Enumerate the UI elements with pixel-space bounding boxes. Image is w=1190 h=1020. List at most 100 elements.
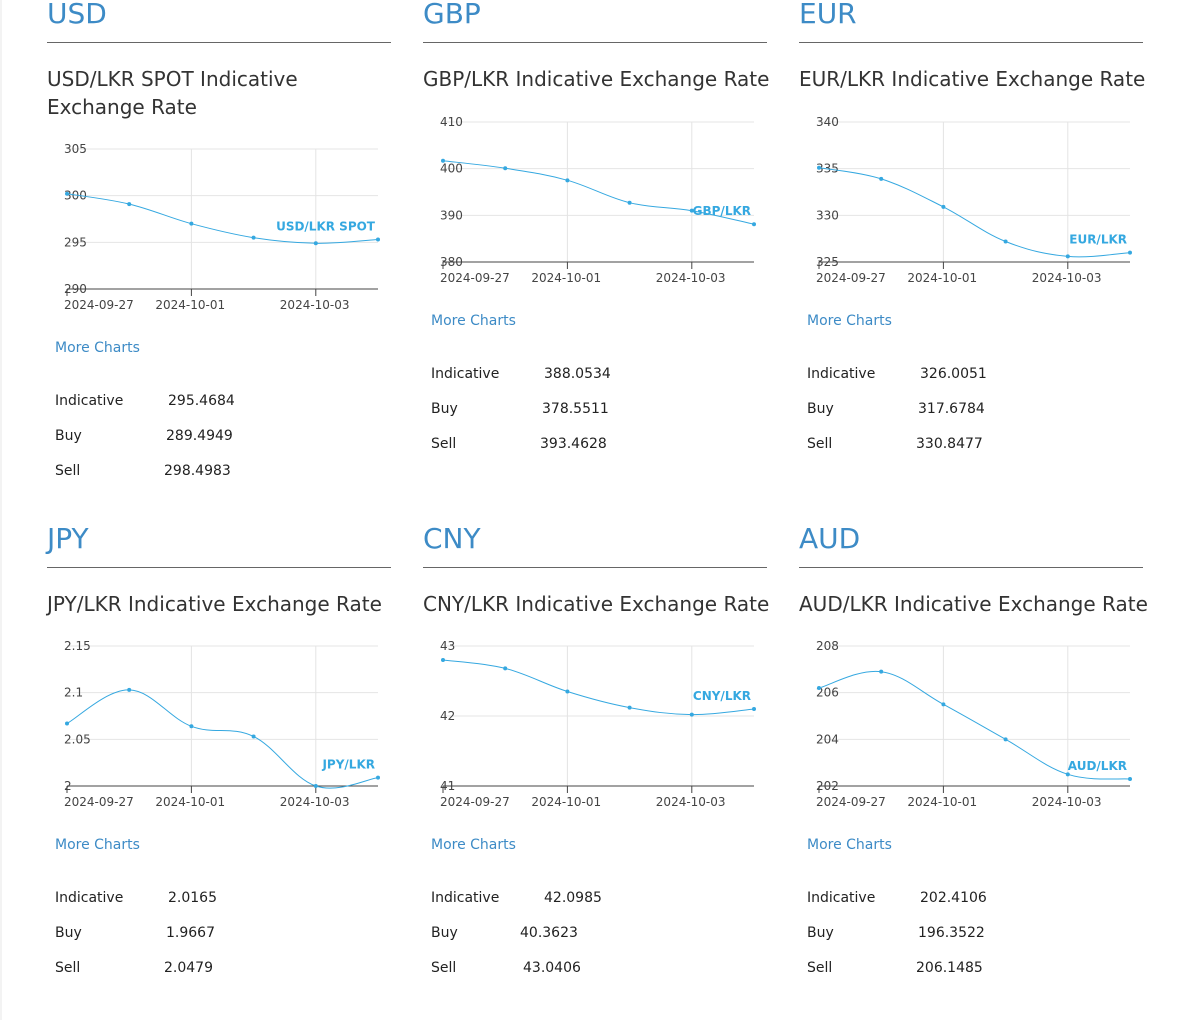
rate-label: Buy [431, 401, 458, 417]
series-label: GBP/LKR [693, 204, 751, 218]
data-point [441, 658, 445, 662]
x-tick-label: 2024-10-01 [155, 298, 225, 312]
more-charts-link[interactable]: More Charts [431, 313, 516, 329]
x-tick-label: 2024-10-03 [280, 795, 350, 809]
y-tick-label: 295 [64, 235, 87, 249]
x-tick-label: 2024-10-01 [907, 271, 977, 285]
rate-value: 2.0165 [168, 890, 217, 906]
rate-value: 206.1485 [916, 960, 983, 976]
rate-row-sell: Sell 206.1485 [807, 960, 1107, 995]
data-point [941, 204, 946, 209]
series-label: JPY/LKR [321, 758, 375, 772]
chart-title: GBP/LKR Indicative Exchange Rate [423, 67, 770, 91]
more-charts-link[interactable]: More Charts [55, 837, 140, 853]
data-point [627, 705, 632, 710]
rate-label: Sell [431, 960, 457, 976]
currency-heading: AUD [799, 523, 1143, 568]
chart-title: EUR/LKR Indicative Exchange Rate [799, 67, 1146, 91]
rate-row-sell: Sell 2.0479 [55, 960, 355, 995]
data-point [1003, 737, 1008, 742]
rates-table: Indicative 295.4684 Buy 289.4949 Sell 29… [55, 393, 355, 498]
rate-value: 295.4684 [168, 393, 235, 409]
rate-chart: 2 2.05 2.1 2.15 2024-09-27 2024-10-01 2024-10-… [55, 635, 391, 815]
currency-panel-gbp: GBP GBP/LKR Indicative Exchange Rate 380… [423, 0, 769, 452]
series-line [442, 659, 755, 716]
more-charts-link[interactable]: More Charts [807, 837, 892, 853]
data-point [127, 202, 132, 207]
rate-value: 1.9667 [166, 925, 215, 941]
data-point [817, 686, 821, 690]
x-tick-label: 2024-10-03 [1032, 271, 1102, 285]
rate-label: Buy [807, 401, 834, 417]
data-point [879, 176, 884, 181]
chart-title: USD/LKR SPOT Indicative Exchange Rate [47, 67, 298, 119]
series-line [442, 160, 755, 225]
data-point [565, 689, 570, 694]
series-line [66, 689, 379, 789]
rate-row-sell: Sell 298.4983 [55, 463, 355, 498]
more-charts-link[interactable]: More Charts [807, 313, 892, 329]
x-tick-label: 2024-10-03 [1032, 795, 1102, 809]
rate-value: 40.3623 [520, 925, 578, 941]
rate-label: Indicative [807, 890, 876, 906]
rates-table: Indicative 326.0051 Buy 317.6784 Sell 33… [807, 366, 1107, 471]
data-point [627, 200, 632, 205]
y-tick-label: 208 [816, 639, 839, 653]
rate-row-sell: Sell 393.4628 [431, 436, 731, 471]
rate-label: Indicative [431, 890, 500, 906]
data-point [251, 734, 256, 739]
x-tick-label: 2024-09-27 [64, 795, 134, 809]
data-point [127, 687, 132, 692]
x-tick-label: 2024-09-27 [816, 795, 886, 809]
rate-chart: 290 295 300 305 2024-09-27 2024-10-01 2024-10-… [55, 138, 391, 318]
currency-panel-usd: USD USD/LKR SPOT Indicative Exchange Rat… [47, 0, 391, 479]
series-label: AUD/LKR [1068, 759, 1127, 773]
more-charts-link[interactable]: More Charts [55, 340, 140, 356]
rate-row-indicative: Indicative 42.0985 [431, 890, 731, 925]
data-point [251, 235, 256, 240]
rate-value: 196.3522 [918, 925, 985, 941]
x-tick-label: 2024-09-27 [816, 271, 886, 285]
y-tick-label: 305 [64, 142, 87, 156]
rate-value: 43.0406 [523, 960, 581, 976]
rate-row-indicative: Indicative 388.0534 [431, 366, 731, 401]
rates-table: Indicative 202.4106 Buy 196.3522 Sell 20… [807, 890, 1107, 995]
x-tick-label: 2024-10-01 [531, 795, 601, 809]
rate-label: Buy [431, 925, 458, 941]
data-point [313, 784, 318, 788]
y-tick-label: 300 [64, 189, 87, 203]
data-point [313, 241, 318, 246]
y-tick-label: 410 [440, 115, 463, 129]
x-tick-label: 2024-10-03 [280, 298, 350, 312]
data-point [817, 165, 821, 170]
series-label: EUR/LKR [1069, 233, 1127, 247]
rate-row-indicative: Indicative 295.4684 [55, 393, 355, 428]
currency-panel-cny: CNY CNY/LKR Indicative Exchange Rate 41 4… [423, 523, 769, 976]
x-tick-label: 2024-10-01 [155, 795, 225, 809]
y-tick-label: 43 [440, 639, 455, 653]
chart-title: JPY/LKR Indicative Exchange Rate [47, 592, 382, 616]
data-point [1065, 772, 1070, 777]
rate-label: Buy [55, 925, 82, 941]
data-point [941, 702, 946, 707]
currency-panel-jpy: JPY JPY/LKR Indicative Exchange Rate 2 2.… [47, 523, 391, 976]
rate-label: Sell [55, 463, 81, 479]
data-point [376, 237, 380, 242]
more-charts-link[interactable]: More Charts [431, 837, 516, 853]
rates-table: Indicative 2.0165 Buy 1.9667 Sell 2.0479 [55, 890, 355, 995]
rate-row-indicative: Indicative 326.0051 [807, 366, 1107, 401]
rate-label: Sell [55, 960, 81, 976]
data-point [689, 208, 694, 213]
y-tick-label: 2.15 [64, 639, 91, 653]
rate-row-sell: Sell 43.0406 [431, 960, 731, 995]
data-point [441, 158, 445, 163]
data-point [752, 222, 756, 227]
data-point [503, 166, 508, 171]
x-tick-label: 2024-10-03 [656, 795, 726, 809]
rate-value: 289.4949 [166, 428, 233, 444]
rate-row-sell: Sell 330.8477 [807, 436, 1107, 471]
data-point [189, 221, 194, 226]
